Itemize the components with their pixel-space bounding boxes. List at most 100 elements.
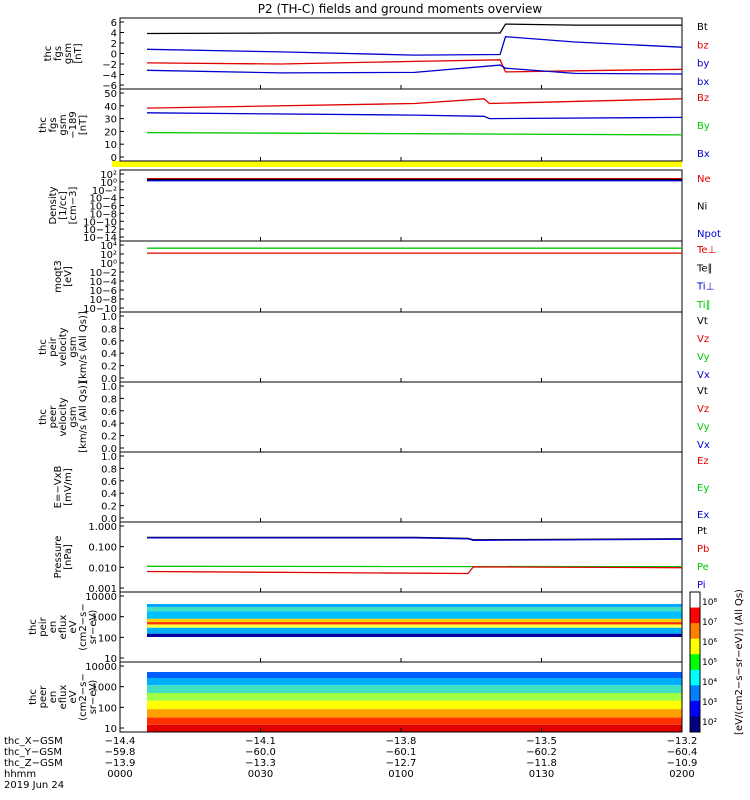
y-tick-label: 10⁰ bbox=[100, 259, 117, 270]
spectrogram-band bbox=[147, 717, 682, 725]
y-tick-label: 100 bbox=[98, 633, 117, 644]
legend-pe: Pe bbox=[697, 562, 709, 573]
panel-vpeer: 1.00.8 0.60.4 0.20.0 thc peer velocity gsm [km/… bbox=[38, 381, 710, 455]
series-by bbox=[146, 131, 683, 136]
colorbar-tick-label: 10² bbox=[702, 718, 717, 728]
x-axis-date: 2019 Jun 24 bbox=[4, 780, 64, 791]
y-axis-label-line: eflux bbox=[58, 615, 69, 640]
x-row-value: 0030 bbox=[248, 769, 273, 780]
legend-ne: Ne bbox=[697, 174, 711, 185]
x-row-value: −12.7 bbox=[386, 758, 417, 769]
y-axis-label-line: fgs bbox=[48, 117, 59, 132]
legend-ti∥: Ti∥ bbox=[696, 300, 711, 311]
colorbar-segment bbox=[690, 607, 700, 624]
colorbar-segment bbox=[690, 592, 700, 609]
y-tick-label: 10−4 bbox=[90, 277, 117, 288]
y-tick-label: 0.2 bbox=[101, 432, 117, 443]
y-tick-label: 10⁰ bbox=[100, 178, 117, 189]
spectrogram-band bbox=[147, 678, 682, 686]
y-axis-label-line: peer bbox=[48, 405, 59, 429]
y-tick-label: 10−10 bbox=[83, 217, 117, 228]
legend-by: by bbox=[697, 59, 709, 70]
legend-ey: Ey bbox=[697, 483, 709, 494]
legend-bt: Bt bbox=[697, 22, 708, 33]
y-axis-label-line: [cm−3] bbox=[68, 187, 79, 225]
y-tick-label: 0.2 bbox=[101, 362, 117, 373]
y-axis-label-line: velocity bbox=[58, 327, 69, 366]
y-axis-label-line: thc bbox=[38, 339, 49, 355]
y-tick-label: 0 bbox=[111, 153, 117, 164]
x-row-label: thc_Z−GSM bbox=[4, 758, 63, 769]
y-tick-label: 0.001 bbox=[88, 584, 117, 595]
y-axis-label-line: sr−eV) bbox=[88, 610, 99, 645]
x-row-value: 0100 bbox=[388, 769, 413, 780]
y-tick-label: 0.8 bbox=[101, 324, 117, 335]
series-bt bbox=[146, 23, 682, 35]
spectrogram-band bbox=[147, 607, 682, 612]
y-tick-label: 10 bbox=[104, 724, 117, 735]
panel-pressure: 1.000 0.100 0.010 0.001 Pressure [nPa] Pt Pb Pe P… bbox=[53, 521, 709, 595]
y-tick-label: 1000 bbox=[92, 613, 117, 624]
y-axis-label-line: (cm2−s− bbox=[78, 673, 89, 720]
colorbar-segment bbox=[690, 700, 700, 717]
y-tick-label: 10−10 bbox=[83, 304, 117, 315]
y-tick-label: −6 bbox=[102, 81, 117, 92]
y-tick-label: 30 bbox=[104, 115, 117, 126]
legend-te⊥: Te⊥ bbox=[696, 245, 716, 256]
spectrogram-band bbox=[147, 622, 682, 625]
y-tick-label: 10−6 bbox=[90, 202, 117, 213]
colorbar-segment bbox=[690, 716, 700, 733]
y-tick-label: 0.0 bbox=[101, 514, 117, 525]
series-pi bbox=[147, 537, 683, 541]
panel-efield: 1.00.8 0.60.4 0.20.0 E=−VxB [mV/m] Ez Ey Ex bbox=[53, 451, 709, 525]
x-row-value: −13.5 bbox=[526, 736, 557, 747]
y-tick-label: 10−12 bbox=[83, 225, 117, 236]
x-row-value: −13.8 bbox=[386, 736, 417, 747]
spectrogram-band bbox=[147, 627, 682, 634]
x-row-value: −13.2 bbox=[667, 736, 698, 747]
y-tick-label: 0.100 bbox=[88, 543, 117, 554]
x-row-value: −13.3 bbox=[245, 758, 276, 769]
y-tick-label: 10−² bbox=[92, 186, 117, 197]
y-tick-label: 50 bbox=[104, 89, 117, 100]
y-tick-label: 10² bbox=[100, 170, 117, 181]
y-axis-label-line: fgs bbox=[53, 46, 64, 61]
y-axis-label-line: thc bbox=[28, 619, 39, 635]
y-axis-label: thc peir velocity gsm [km/s (All Qs)] bbox=[38, 311, 89, 383]
series-bz bbox=[146, 98, 683, 109]
y-tick-label: 0.6 bbox=[101, 337, 117, 348]
y-axis-label-line: −189 bbox=[68, 111, 79, 138]
y-tick-label: 40 bbox=[104, 102, 117, 113]
y-axis-label: thc fgs gsm [nT] bbox=[43, 43, 84, 64]
colorbar-tick-label: 10⁷ bbox=[702, 618, 717, 628]
y-tick-label: 0.8 bbox=[101, 394, 117, 405]
y-axis-label-line: moqt3 bbox=[53, 260, 64, 293]
y-axis-label: E=−VxB [mV/m] bbox=[53, 466, 74, 509]
y-axis-label-line: Density bbox=[48, 186, 59, 224]
x-row-value: −13.9 bbox=[105, 758, 136, 769]
y-tick-label: 0.0 bbox=[101, 444, 117, 455]
legend-ez: Ez bbox=[697, 456, 709, 467]
y-axis-label-line: velocity bbox=[58, 397, 69, 436]
colorbar-tick-label: 10⁸ bbox=[702, 598, 717, 608]
y-axis-label-line: thc bbox=[43, 46, 54, 62]
y-axis-label-line: E=−VxB bbox=[53, 466, 64, 509]
legend-bx: Bx bbox=[697, 149, 710, 160]
legend-vt: Vt bbox=[697, 316, 708, 327]
y-tick-label: 10−14 bbox=[83, 233, 117, 244]
y-tick-label: 0.6 bbox=[101, 407, 117, 418]
y-axis-label-line: gsm bbox=[58, 114, 69, 135]
panel-frame bbox=[119, 451, 683, 523]
colorbar-segment bbox=[690, 638, 700, 655]
colorbar-segment bbox=[690, 685, 700, 702]
legend-pb: Pb bbox=[697, 544, 709, 555]
spectrogram-band bbox=[147, 611, 682, 619]
y-tick-label: 0.4 bbox=[101, 349, 117, 360]
spectrogram-band bbox=[147, 618, 682, 623]
y-axis-label-line: eV bbox=[68, 690, 79, 703]
colorbar-tick-label: 10⁶ bbox=[702, 638, 717, 648]
legend-npot: Npot bbox=[697, 229, 721, 240]
